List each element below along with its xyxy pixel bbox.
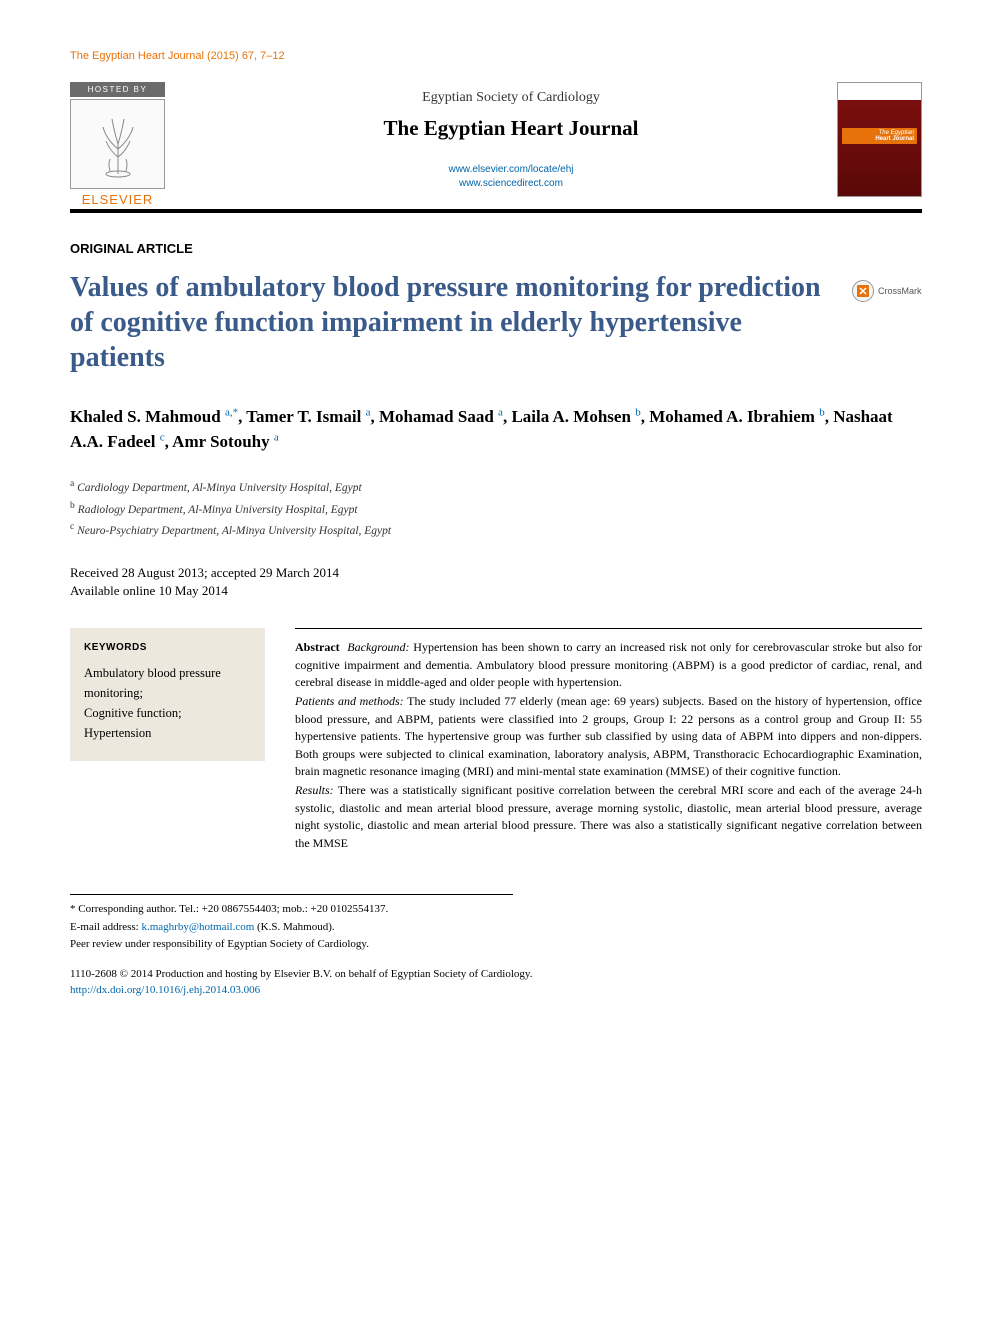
abstract-background: Abstract Background: Hypertension has be… xyxy=(295,639,922,691)
publisher-name: ELSEVIER xyxy=(70,192,165,207)
keywords-heading: KEYWORDS xyxy=(84,642,251,653)
journal-links: www.elsevier.com/locate/ehj www.scienced… xyxy=(185,163,837,191)
affiliation-a: a Cardiology Department, Al-Minya Univer… xyxy=(70,476,922,497)
article-type: ORIGINAL ARTICLE xyxy=(70,241,922,256)
affiliations: a Cardiology Department, Al-Minya Univer… xyxy=(70,476,922,540)
footnotes: * Corresponding author. Tel.: +20 086755… xyxy=(70,894,513,954)
abstract-results: Results: There was a statistically signi… xyxy=(295,782,922,852)
crossmark-badge[interactable]: CrossMark xyxy=(852,276,922,306)
crossmark-label: CrossMark xyxy=(878,286,922,296)
article-dates: Received 28 August 2013; accepted 29 Mar… xyxy=(70,564,922,600)
doi-link[interactable]: http://dx.doi.org/10.1016/j.ehj.2014.03.… xyxy=(70,982,922,999)
author: Mohamed A. Ibrahiem b xyxy=(649,407,825,426)
author: Khaled S. Mahmoud a,* xyxy=(70,407,238,426)
article-title: Values of ambulatory blood pressure moni… xyxy=(70,270,832,375)
copyright-block: 1110-2608 © 2014 Production and hosting … xyxy=(70,966,922,999)
author: Amr Sotouhy a xyxy=(172,432,279,451)
author: Mohamad Saad a xyxy=(379,407,503,426)
running-head: The Egyptian Heart Journal (2015) 67, 7–… xyxy=(70,50,922,62)
journal-link-1[interactable]: www.elsevier.com/locate/ehj xyxy=(185,163,837,177)
keywords-box: KEYWORDS Ambulatory blood pressure monit… xyxy=(70,628,265,761)
affiliation-c: c Neuro-Psychiatry Department, Al-Minya … xyxy=(70,519,922,540)
journal-link-2[interactable]: www.sciencedirect.com xyxy=(185,177,837,191)
journal-cover-thumbnail: The Egyptian Heart Journal xyxy=(837,82,922,197)
affiliation-b: b Radiology Department, Al-Minya Univers… xyxy=(70,498,922,519)
hosted-by-label: HOSTED BY xyxy=(70,82,165,97)
publisher-box: HOSTED BY ELSEVIER xyxy=(70,82,165,207)
journal-name: The Egyptian Heart Journal xyxy=(185,116,837,141)
cover-title: The Egyptian Heart Journal xyxy=(842,128,917,144)
author: Laila A. Mohsen b xyxy=(511,407,640,426)
corresponding-author: * Corresponding author. Tel.: +20 086755… xyxy=(70,901,513,919)
email-line: E-mail address: k.maghrby@hotmail.com (K… xyxy=(70,919,513,937)
abstract-methods: Patients and methods: The study included… xyxy=(295,693,922,780)
abstract: Abstract Background: Hypertension has be… xyxy=(295,628,922,854)
author-email[interactable]: k.maghrby@hotmail.com xyxy=(141,921,254,933)
society-name: Egyptian Society of Cardiology xyxy=(185,90,837,106)
journal-block: Egyptian Society of Cardiology The Egypt… xyxy=(185,82,837,207)
peer-review-note: Peer review under responsibility of Egyp… xyxy=(70,936,513,954)
issn-copyright: 1110-2608 © 2014 Production and hosting … xyxy=(70,966,922,983)
masthead: HOSTED BY ELSEVIER Egyptian Society of C… xyxy=(70,82,922,213)
received-accepted-date: Received 28 August 2013; accepted 29 Mar… xyxy=(70,564,922,582)
keywords-list: Ambulatory blood pressure monitoring; Co… xyxy=(84,663,251,743)
elsevier-tree-icon xyxy=(70,99,165,189)
available-online-date: Available online 10 May 2014 xyxy=(70,582,922,600)
author: Tamer T. Ismail a xyxy=(246,407,370,426)
crossmark-icon xyxy=(852,280,874,302)
author-list: Khaled S. Mahmoud a,*, Tamer T. Ismail a… xyxy=(70,405,922,454)
